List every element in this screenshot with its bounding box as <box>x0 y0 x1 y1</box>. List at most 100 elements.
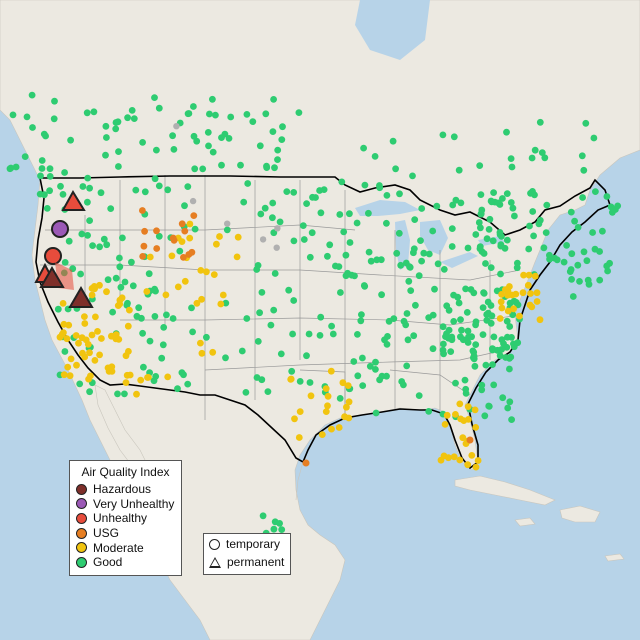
monitor-dot <box>329 330 337 338</box>
monitor-dot <box>128 107 136 114</box>
monitor-dot <box>209 148 217 156</box>
usg-marker-texas <box>302 459 310 467</box>
monitor-dot <box>102 151 109 159</box>
monitor-dot <box>289 330 296 338</box>
monitor-dot <box>568 276 575 283</box>
monitor-dot <box>486 215 494 223</box>
monitor-dot <box>296 378 304 385</box>
monitor-dot <box>67 136 74 144</box>
monitor-dot <box>508 416 515 423</box>
monitor-dot <box>506 323 514 330</box>
monitor-dot <box>328 322 335 330</box>
monitor-dot <box>324 402 331 410</box>
monitor-dot <box>468 333 475 341</box>
monitor-dot <box>507 353 515 361</box>
monitor-dot <box>509 311 517 319</box>
monitor-dot <box>439 346 447 354</box>
unknown-monitor-dots <box>173 123 281 251</box>
monitor-dot <box>181 277 189 285</box>
monitor-dot <box>464 461 472 469</box>
monitor-dot <box>504 291 512 299</box>
monitor-dot <box>300 236 308 243</box>
monitor-dot <box>124 322 132 330</box>
monitor-dot <box>503 343 511 351</box>
monitor-dot <box>531 272 539 280</box>
monitor-dot <box>483 311 491 318</box>
monitor-dot <box>61 169 68 176</box>
monitor-dot <box>433 202 441 210</box>
monitor-dot <box>471 362 479 370</box>
monitor-dot <box>528 154 536 162</box>
monitor-dot <box>290 297 298 304</box>
monitor-dot <box>457 333 464 341</box>
monitor-dot <box>512 298 520 306</box>
monitor-dot <box>198 295 206 303</box>
monitor-dot <box>40 130 48 138</box>
monitor-dot <box>360 144 367 152</box>
monitor-dot <box>514 259 521 267</box>
monitor-dot <box>445 326 453 334</box>
monitor-dot <box>542 229 550 237</box>
monitor-dot <box>81 313 88 320</box>
monitor-dot <box>190 132 198 140</box>
monitor-dot <box>96 351 103 359</box>
legend-item-unhealthy: Unhealthy <box>70 511 181 526</box>
monitor-dot <box>306 379 314 386</box>
monitor-dot <box>135 304 143 312</box>
monitor-dot <box>37 172 44 180</box>
monitor-dot <box>464 327 472 335</box>
monitor-dot <box>121 278 129 286</box>
monitor-dot <box>484 298 492 306</box>
monitor-dot <box>490 189 497 197</box>
monitor-dot <box>411 216 419 224</box>
monitor-dot <box>410 332 418 340</box>
monitor-dot <box>464 244 472 252</box>
monitor-dot <box>258 376 266 384</box>
monitor-dot <box>150 377 158 385</box>
monitor-dot <box>494 199 502 207</box>
monitor-dot <box>153 146 160 154</box>
monitor-dot <box>324 392 332 400</box>
monitor-dot <box>418 205 426 212</box>
monitor-dot <box>257 210 265 218</box>
monitor-dot <box>112 335 120 343</box>
monitor-dot <box>538 149 546 157</box>
monitor-dot <box>480 290 488 297</box>
permanent-hazardous-marker-north-ca <box>39 266 65 288</box>
monitor-dot <box>58 331 66 338</box>
monitor-dot <box>316 187 323 194</box>
monitor-dot <box>592 188 599 196</box>
monitor-dot <box>155 182 163 190</box>
permanent-hazardous-marker-central-ca <box>68 286 94 308</box>
monitor-dot <box>86 184 93 192</box>
monitor-dot <box>536 216 544 224</box>
monitor-dot <box>489 237 497 245</box>
monitor-dot <box>170 236 178 244</box>
monitor-dot <box>576 278 583 285</box>
monitor-dot <box>278 136 286 144</box>
monitor-dot <box>354 331 361 338</box>
monitor-dot <box>198 349 206 357</box>
monitor-dot <box>278 526 286 533</box>
monitor-dot <box>270 525 278 533</box>
monitor-dot <box>507 199 515 206</box>
monitor-dot <box>477 210 485 218</box>
monitor-dot <box>193 299 201 307</box>
monitor-dot <box>306 253 314 261</box>
monitor-dot <box>359 354 366 362</box>
monitor-dot <box>343 403 350 411</box>
monitor-dot <box>140 242 148 250</box>
monitor-dot <box>479 304 487 311</box>
monitor-dot <box>164 373 172 381</box>
monitor-dot <box>460 417 468 424</box>
monitor-dot <box>540 244 548 252</box>
monitor-dot <box>429 227 437 235</box>
monitor-dot <box>350 358 358 365</box>
monitor-dot <box>81 320 89 327</box>
monitor-dot <box>585 280 593 288</box>
site-type-legend: temporary permanent <box>203 533 291 575</box>
monitor-dot <box>98 335 105 342</box>
usg-marker-georgia <box>466 436 474 444</box>
monitor-dot <box>563 242 570 249</box>
monitor-dot <box>262 110 270 118</box>
